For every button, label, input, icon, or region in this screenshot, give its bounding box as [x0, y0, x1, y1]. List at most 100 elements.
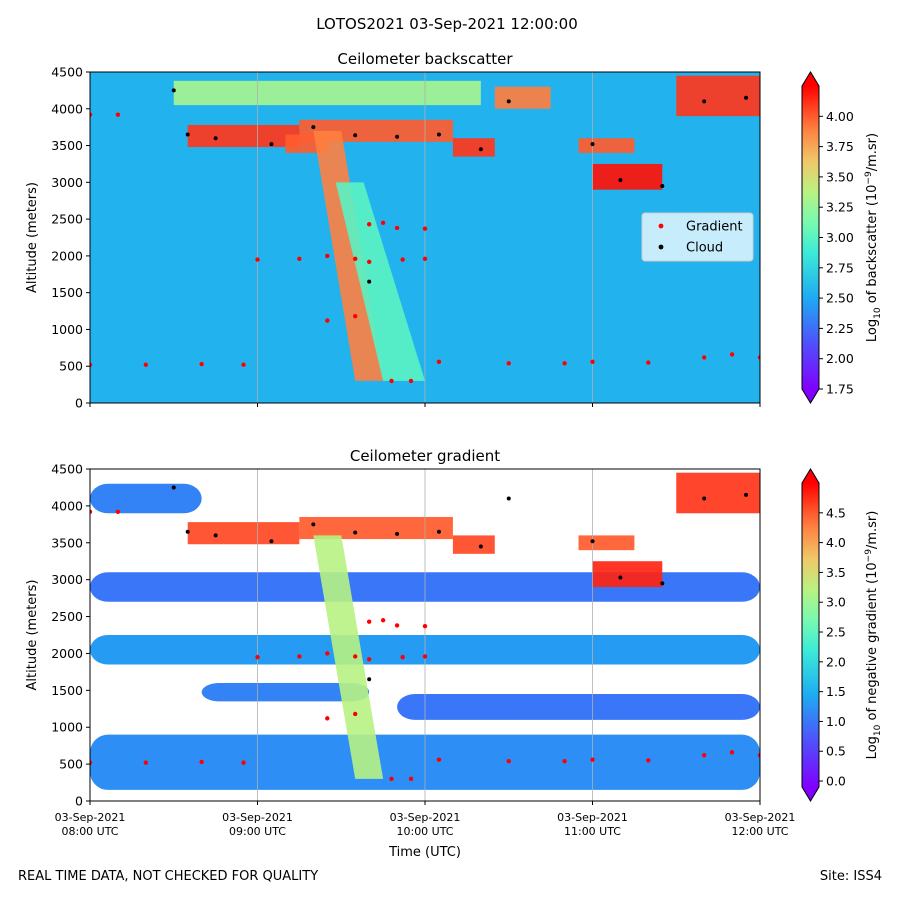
colorbar-tick-label: 3.25 [826, 200, 854, 215]
colorbar-body [802, 483, 819, 787]
gradient-point-13 [353, 711, 358, 717]
gradient-point-22 [436, 359, 442, 365]
y-axis-label: Altitude (meters) [25, 182, 40, 293]
cloud-point-4 [269, 539, 274, 544]
cloud-layer-4 [578, 535, 635, 551]
cloud-layer-1 [187, 522, 300, 545]
chart-title: Ceilometer gradient [350, 447, 500, 465]
gradient-point-3 [90, 362, 93, 367]
panel-2: Ceilometer gradient 0 500 1000 1500 2000 2500 3… [25, 447, 883, 838]
gradient-point-28 [729, 352, 735, 357]
y-tick-label: 2000 [51, 646, 83, 661]
gradient-point-8 [297, 654, 302, 659]
colorbar-tick-label: 2.50 [826, 291, 854, 306]
gradient-point-7 [255, 654, 260, 660]
y-tick-label: 2500 [51, 609, 83, 624]
gradient-point-26 [646, 758, 651, 763]
x-tick-date: 03-Sep-2021 [222, 811, 293, 824]
heatmap-band-6 [201, 682, 370, 702]
y-tick-label: 2500 [51, 212, 83, 227]
gradient-point-29 [757, 753, 760, 758]
gradient-point-18 [400, 257, 405, 262]
colorbar-tick-label: 0.5 [826, 744, 846, 759]
gradient-point-23 [506, 758, 511, 764]
gradient-point-25 [590, 359, 595, 365]
cloud-point-16 [367, 279, 372, 284]
cloud-layer-3 [173, 80, 481, 106]
gradient-point-6 [241, 362, 246, 367]
gradient-point-15 [380, 618, 386, 623]
gradient-point-10 [353, 256, 358, 262]
gradient-point-11 [366, 657, 372, 662]
gradient-point-27 [701, 355, 707, 360]
gradient-point-24 [562, 361, 567, 366]
heatmap-band-4 [90, 483, 202, 514]
gradient-point-1 [90, 112, 93, 117]
x-tick-time: 11:00 UTC [564, 825, 621, 838]
gradient-point-16 [394, 623, 400, 628]
gradient-point-6 [241, 760, 246, 765]
gradient-point-11 [366, 259, 372, 264]
cloud-point-9 [478, 544, 483, 549]
colorbar-extend-min [802, 389, 819, 403]
gradient-point-8 [297, 256, 302, 262]
colorbar-tick-label: 3.50 [826, 169, 854, 184]
cloud-point-10 [506, 496, 511, 501]
gradient-point-28 [729, 750, 735, 755]
gradient-point-4 [143, 760, 149, 765]
gradient-point-2 [115, 112, 121, 117]
colorbar-tick-label: 1.5 [826, 684, 846, 699]
cloud-point-14 [702, 99, 707, 104]
y-tick-label: 3500 [51, 138, 83, 153]
cloud-point-7 [395, 134, 400, 139]
colorbar-extend-min [802, 787, 819, 801]
colorbar-tick-label: 0.0 [826, 774, 846, 789]
gradient-point-5 [199, 759, 204, 765]
cloud-point-2 [185, 529, 190, 534]
cloud-layer-6 [494, 86, 551, 109]
cloud-layer-5 [592, 561, 663, 588]
cloud-point-14 [702, 496, 707, 501]
x-tick-date: 03-Sep-2021 [725, 811, 796, 824]
y-tick-label: 0 [75, 794, 83, 809]
gradient-point-17 [422, 226, 428, 231]
cloud-point-13 [660, 184, 665, 189]
gradient-point-21 [408, 378, 414, 384]
gradient-point-2 [115, 509, 121, 514]
legend-marker-cloud [658, 244, 664, 250]
gradient-point-17 [422, 623, 428, 629]
x-tick-date: 03-Sep-2021 [557, 811, 628, 824]
colorbar-tick-label: 4.00 [826, 109, 854, 124]
heatmap-band-5 [397, 694, 760, 720]
gradient-point-19 [422, 256, 428, 262]
gradient-point-19 [422, 654, 428, 659]
plume-11 [335, 182, 425, 381]
gradient-point-26 [646, 360, 651, 365]
cloud-layer-3 [452, 535, 495, 554]
colorbar-label: Log10 of negative gradient (10−9/m.sr) [864, 511, 883, 760]
gradient-point-27 [701, 753, 707, 758]
cloud-layer-7 [578, 138, 635, 153]
colorbar-tick-label: 3.5 [826, 565, 846, 580]
cloud-point-15 [744, 492, 749, 497]
colorbar-tick-label: 2.75 [826, 260, 854, 275]
cloud-point-1 [171, 485, 176, 490]
y-tick-label: 500 [59, 359, 83, 374]
cloud-point-15 [744, 95, 749, 100]
cloud-point-11 [590, 142, 595, 147]
cloud-point-5 [311, 125, 316, 130]
colorbar-extend-max [802, 469, 819, 483]
colorbar-tick-label: 1.0 [826, 714, 846, 729]
heatmap-layer [90, 469, 760, 801]
gradient-point-7 [255, 257, 260, 262]
legend: Gradient Cloud [641, 212, 754, 262]
colorbar-tick-label: 2.0 [826, 654, 846, 669]
y-tick-label: 1500 [51, 683, 83, 698]
cloud-point-11 [590, 539, 595, 544]
gradient-point-25 [590, 757, 595, 762]
y-tick-label: 4000 [51, 498, 83, 513]
cloud-point-1 [171, 88, 176, 93]
legend-marker-gradient [658, 223, 664, 229]
colorbar-tick-label: 2.00 [826, 351, 854, 366]
plume-7 [313, 535, 384, 779]
